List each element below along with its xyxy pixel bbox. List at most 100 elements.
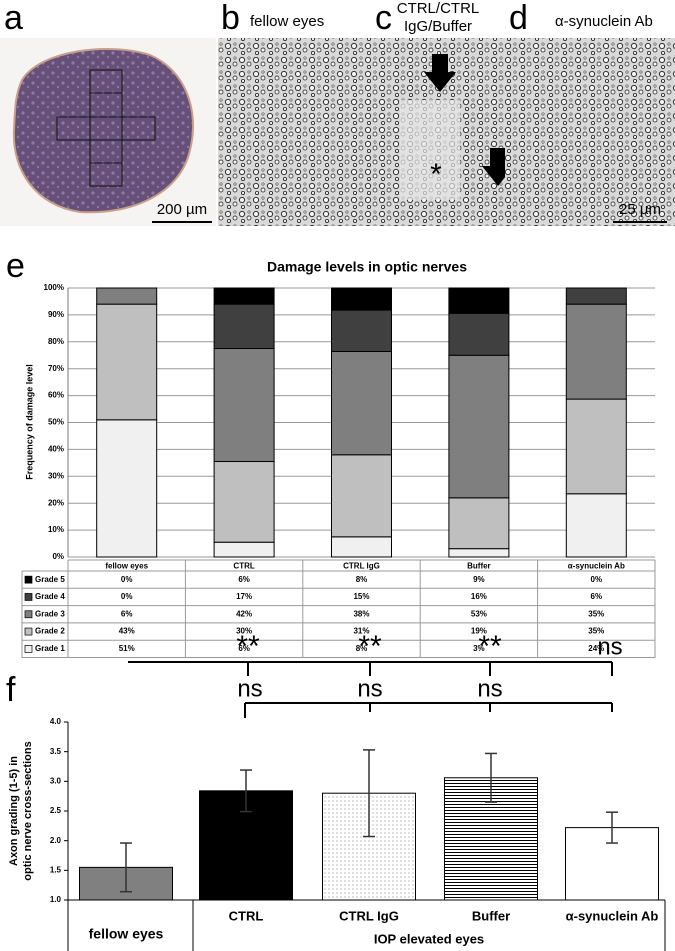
legend-swatch [24,610,33,619]
bar-segment [331,536,392,558]
panel-label: b [221,0,240,37]
bar-segment [331,350,392,456]
value-label: 0% [121,592,133,601]
y-tick-label: 3.5 [50,747,62,756]
value-label: 53% [471,609,487,618]
value-label: 15% [353,592,369,601]
value-label: 8% [356,575,368,584]
bar-segment [96,303,158,421]
y-tick-label: 30% [48,471,64,480]
significance-label: ** [236,630,260,663]
significance-label: ns [477,675,502,702]
nerve-section [12,47,194,214]
bar-segment [331,309,392,352]
value-label: 35% [588,627,604,636]
table-border [21,570,656,658]
x-tick-label: fellow eyes [105,562,148,571]
value-label: 6% [238,575,250,584]
scale-bar-label: 200 µm [157,201,207,218]
micrograph-d [505,38,675,226]
significance-label: ** [358,630,382,663]
bar-segment [448,497,510,550]
damaged-area [400,100,460,200]
significance-label: ns [237,675,262,702]
y-tick-label: 70% [48,364,64,373]
panel-label: c [375,0,392,37]
significance-label: ns [357,675,382,702]
panel-caption: α-synuclein Ab [555,13,653,30]
y-tick-label: 0% [52,552,64,561]
value-label: 38% [353,609,369,618]
x-axis-label: IOP elevated eyes [374,931,484,946]
y-axis-label: Axon grading (1-5) in [8,756,20,866]
bar-segment [448,312,510,356]
legend-swatch [24,593,33,601]
panel-label: a [4,0,23,37]
value-label: 42% [236,609,252,618]
bar-segment [213,541,275,558]
y-tick-label: 3.0 [50,776,62,785]
x-tick-label: α-synuclein Ab [568,562,625,571]
legend-label: Grade 3 [35,609,65,618]
panel-caption: CTRL/CTRL [397,0,480,17]
panel-label: e [6,247,25,285]
value-label: 3% [473,644,485,653]
value-label: 24% [588,644,604,653]
significance-brackets [128,661,613,718]
x-tick-label: fellow eyes [89,926,164,942]
y-tick-label: 60% [48,391,64,400]
legend-label: Grade 1 [35,644,65,653]
y-tick-label: 40% [48,445,64,454]
value-label: 8% [356,644,368,653]
bar-segment [96,419,158,558]
bar-segment [565,493,627,558]
bar-segment [448,287,510,314]
legend-swatch [24,627,33,636]
arrow [424,54,456,92]
legend-swatch [24,575,33,584]
y-tick-label: 20% [48,498,64,507]
panel-label: d [509,0,528,37]
value-label: 6% [591,592,603,601]
bar-segment [448,354,510,499]
y-tick-label: 4.0 [50,717,62,726]
y-tick-label: 1.5 [50,865,62,874]
y-tick-label: 2.0 [50,836,62,845]
x-tick-label: Buffer [467,562,491,571]
y-axis-label: Frequency of damage level [24,364,34,480]
value-label: 9% [473,575,485,584]
y-tick-label: 90% [48,310,64,319]
bar-segment [213,287,275,305]
bar-segment [213,461,275,543]
bar-segment [448,548,510,558]
value-label: 19% [471,627,487,636]
y-tick-label: 2.5 [50,806,62,815]
x-tick-label: α-synuclein Ab [566,908,659,923]
y-tick-label: 50% [48,418,64,427]
value-label: 6% [121,609,133,618]
panel-caption: IgG/Buffer [404,18,472,35]
legend-swatch [24,644,33,653]
x-tick-label: CTRL IgG [343,562,380,571]
legend-label: Grade 5 [35,575,65,584]
y-axis-label: optic nerve cross-sections [22,741,34,880]
bar-segment [96,287,158,305]
micrograph-b [218,38,372,226]
value-label: 0% [591,575,603,584]
category-dividers [67,900,666,951]
y-tick-label: 10% [48,525,64,534]
legend-label: Grade 4 [35,592,65,601]
sampling-grid [56,69,156,187]
damage-marker: * [430,158,442,191]
significance-label: ns [597,633,622,660]
bar-segment [565,287,627,305]
significance-label: ** [478,630,502,663]
y-tick-label: 100% [44,283,64,292]
chart-title: Damage levels in optic nerves [267,259,467,275]
value-label: 31% [353,627,369,636]
value-label: 30% [236,627,252,636]
scale-bar-label: 25 µm [619,201,661,218]
bar-segment [331,287,392,311]
